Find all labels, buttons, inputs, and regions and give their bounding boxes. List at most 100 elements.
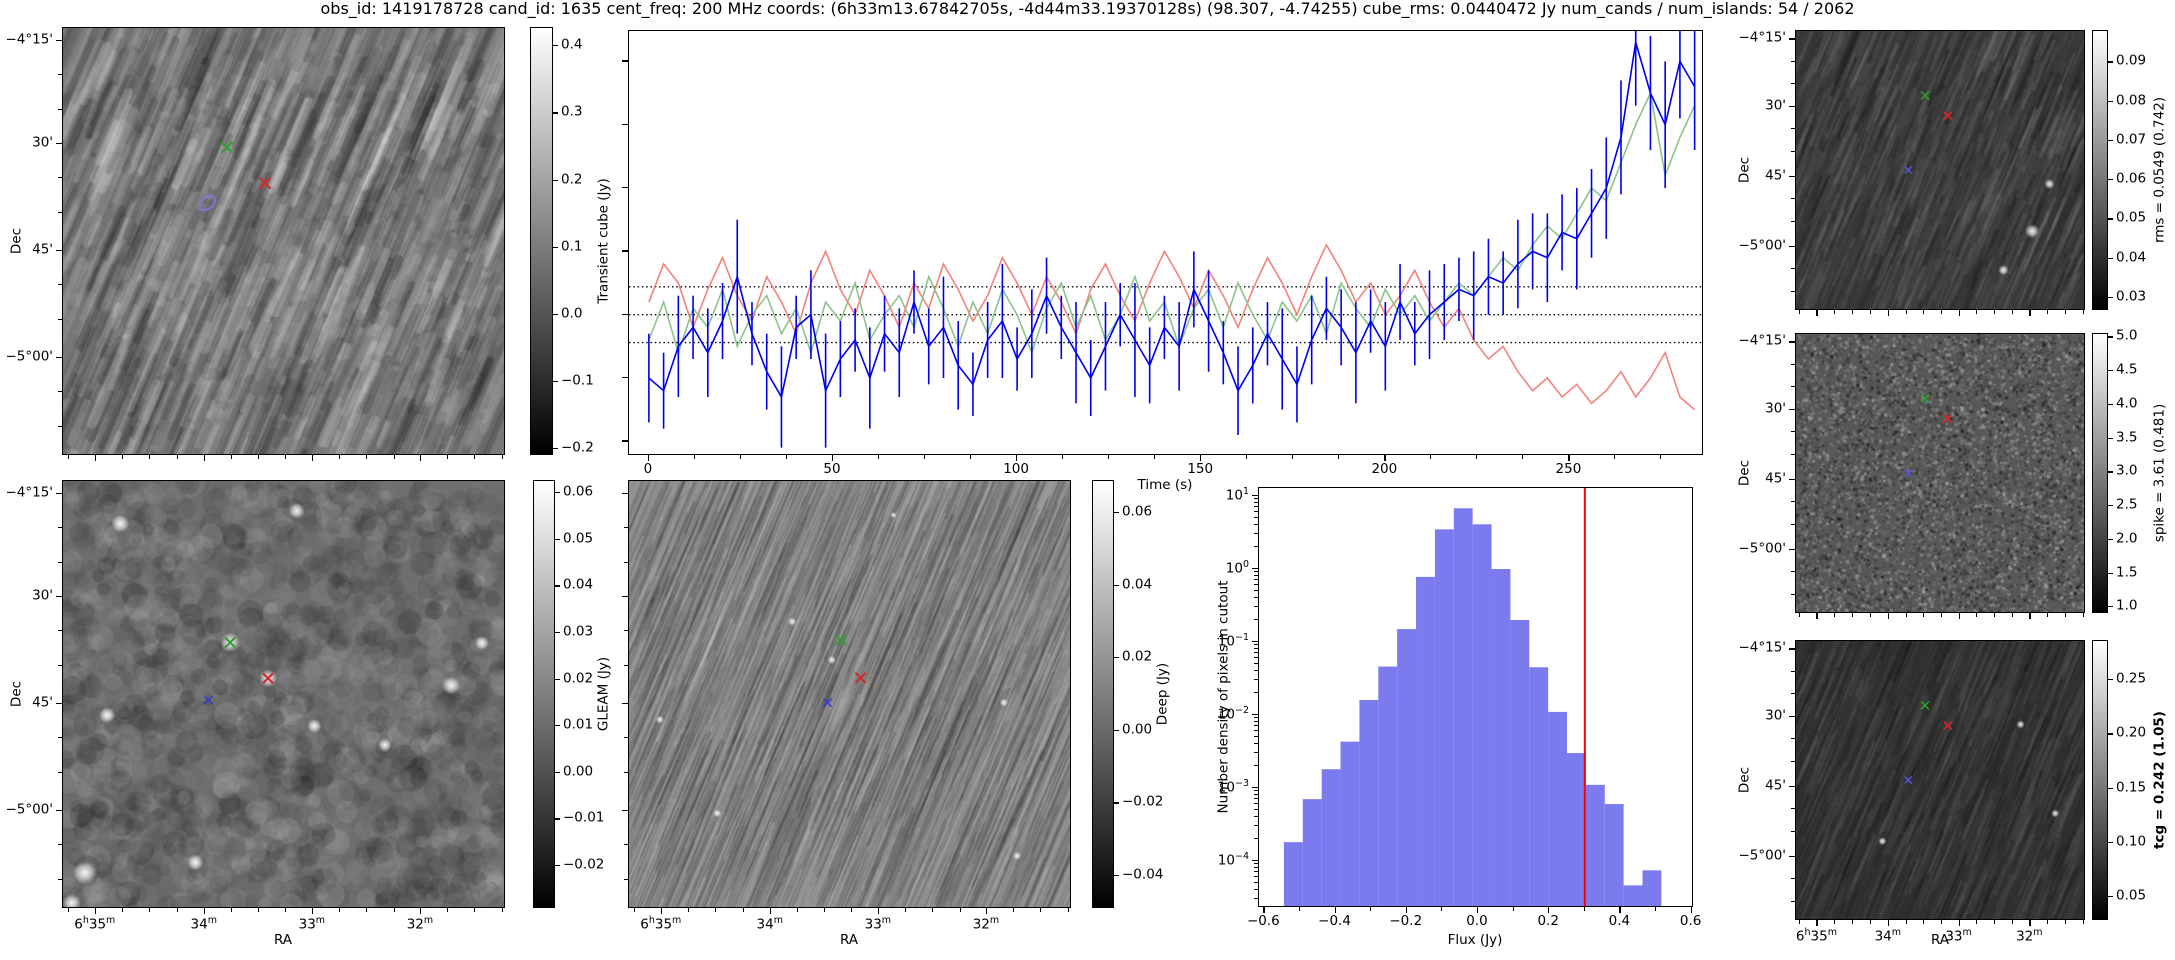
colorbar-tcg_map: [2092, 640, 2108, 920]
dec-tick-label: −5°00': [1738, 540, 1786, 557]
ra-minor-tick: [1852, 920, 1854, 924]
colorbar-tick-label: 0.02: [1122, 648, 1153, 665]
colorbar-label-transient: Transient cube (Jy): [595, 178, 612, 304]
colorbar-tick-label: −0.04: [1122, 866, 1164, 883]
density-tick-label: 10−2: [1217, 704, 1249, 723]
colorbar-tick-label: −0.1: [561, 372, 594, 389]
colorbar-tick: [2108, 139, 2113, 142]
dec-minor-tick: [1791, 363, 1795, 365]
dec-minor-tick: [58, 177, 62, 179]
colorbar-tick: [555, 538, 560, 540]
colorbar-tick-label: 0.0: [561, 305, 583, 322]
ra-minor-tick: [258, 455, 260, 459]
ra-tick-label: 6h35m: [1795, 927, 1837, 945]
colorbar-label-rms: rms = 0.0549 (0.742): [2151, 96, 2168, 244]
ra-minor-tick: [932, 908, 934, 912]
dec-tick-label: −4°15': [5, 31, 53, 48]
ra-minor-tick: [2012, 613, 2014, 617]
colorbar-tick: [2108, 471, 2113, 473]
dec-minor-tick: [58, 844, 62, 846]
colorbar-tick-label: 0.07: [2116, 131, 2147, 148]
colorbar-tick-label: 0.01: [563, 716, 594, 733]
ra-major-tick: [311, 908, 314, 914]
ra-minor-tick: [1976, 920, 1978, 924]
colorbar-tick: [2108, 370, 2113, 372]
ra-minor-tick: [2082, 613, 2084, 617]
density-minor-tick: [1254, 606, 1258, 608]
dec-minor-tick: [624, 737, 628, 739]
density-minor-tick: [1254, 579, 1258, 581]
dec-major-tick: [1789, 245, 1795, 248]
ra-major-tick: [1958, 613, 1960, 619]
colorbar-tick-label: 0.03: [563, 623, 594, 640]
ra-minor-tick: [1869, 310, 1871, 314]
flux-tick-label: 0.6: [1679, 913, 1702, 929]
time-minor-tick: [1614, 455, 1616, 459]
dec-major-tick: [56, 142, 62, 145]
marker-overlay-tcg_map: [1904, 700, 1953, 785]
ra-minor-tick: [231, 908, 232, 912]
ra-tick-label: 33m: [1945, 927, 1972, 945]
histogram-bar: [1604, 804, 1624, 906]
colorbar-tick-label: 0.25: [2116, 670, 2147, 687]
ra-major-tick: [2029, 920, 2031, 926]
colorbar-tick-label: 0.04: [563, 576, 594, 593]
density-major-tick: [1252, 640, 1258, 643]
flux-tick-label: 0.2: [1537, 913, 1559, 929]
flux-major-tick: [1690, 907, 1692, 913]
density-minor-tick: [1254, 498, 1258, 500]
dec-minor-tick: [1791, 268, 1795, 270]
time-minor-tick: [739, 455, 741, 459]
ra-minor-tick: [824, 908, 826, 912]
ra-axis-label-gleam: RA: [273, 932, 293, 948]
flux-tick-label: 0.4: [1608, 913, 1631, 929]
dec-tick-label: 30': [1765, 97, 1786, 114]
colorbar-tick: [2108, 679, 2113, 681]
colorbar-tick: [2108, 257, 2113, 259]
flux-minor-tick: [1441, 907, 1443, 911]
histogram-bar: [1416, 576, 1435, 906]
flux-major-tick: [1548, 907, 1550, 913]
histogram-plot: [1283, 488, 1662, 906]
ra-minor-tick: [1923, 613, 1925, 617]
ra-minor-tick: [633, 908, 635, 912]
dec-minor-tick: [624, 844, 628, 846]
colorbar-tick-label: 0.00: [1122, 721, 1153, 737]
ra-major-tick: [877, 908, 880, 914]
ra-minor-tick: [2064, 310, 2066, 314]
colorbar-label-tcg: tcg = 0.242 (1.05): [2151, 711, 2168, 849]
dec-minor-tick: [1791, 501, 1795, 503]
colorbar-tick: [2108, 896, 2113, 898]
colorbar-tick: [1114, 584, 1119, 586]
density-minor-tick: [1254, 648, 1258, 650]
ra-major-tick: [660, 908, 662, 914]
ra-tick-label: 32m: [406, 915, 434, 933]
ra-minor-tick: [1798, 613, 1800, 617]
candidate-lightcurve-line: [648, 42, 1696, 400]
dec-major-tick: [56, 595, 62, 598]
colorbar-tick-label: 0.04: [2116, 249, 2147, 266]
ra-minor-tick: [2082, 310, 2084, 314]
dec-minor-tick: [1791, 900, 1795, 902]
known-source-2-x-marker: [1943, 110, 1953, 121]
density-minor-tick: [1254, 662, 1258, 664]
density-tick-label: 10−3: [1217, 777, 1249, 796]
colorbar-label-gleam: GLEAM (Jy): [595, 656, 612, 732]
density-minor-tick: [1254, 511, 1258, 513]
colorbar-tick: [555, 771, 560, 774]
ra-minor-tick: [447, 908, 449, 912]
histogram-bar: [1642, 870, 1662, 906]
panel-spike_map: [1795, 333, 2085, 613]
histogram-bar: [1453, 508, 1473, 906]
ra-major-tick: [769, 908, 771, 914]
density-minor-tick: [1254, 669, 1258, 671]
colorbar-tick-label: 5.0: [2116, 327, 2138, 344]
dec-tick-label: 45': [32, 694, 53, 711]
density-major-tick: [1252, 568, 1258, 570]
histogram-bar: [1434, 529, 1454, 906]
colorbar-tick-label: −0.2: [561, 439, 594, 456]
colorbar-label-deep: Deep (Jy): [1154, 662, 1171, 726]
density-minor-tick: [1254, 752, 1258, 754]
histogram-bar: [1283, 842, 1303, 906]
ra-minor-tick: [501, 908, 503, 912]
